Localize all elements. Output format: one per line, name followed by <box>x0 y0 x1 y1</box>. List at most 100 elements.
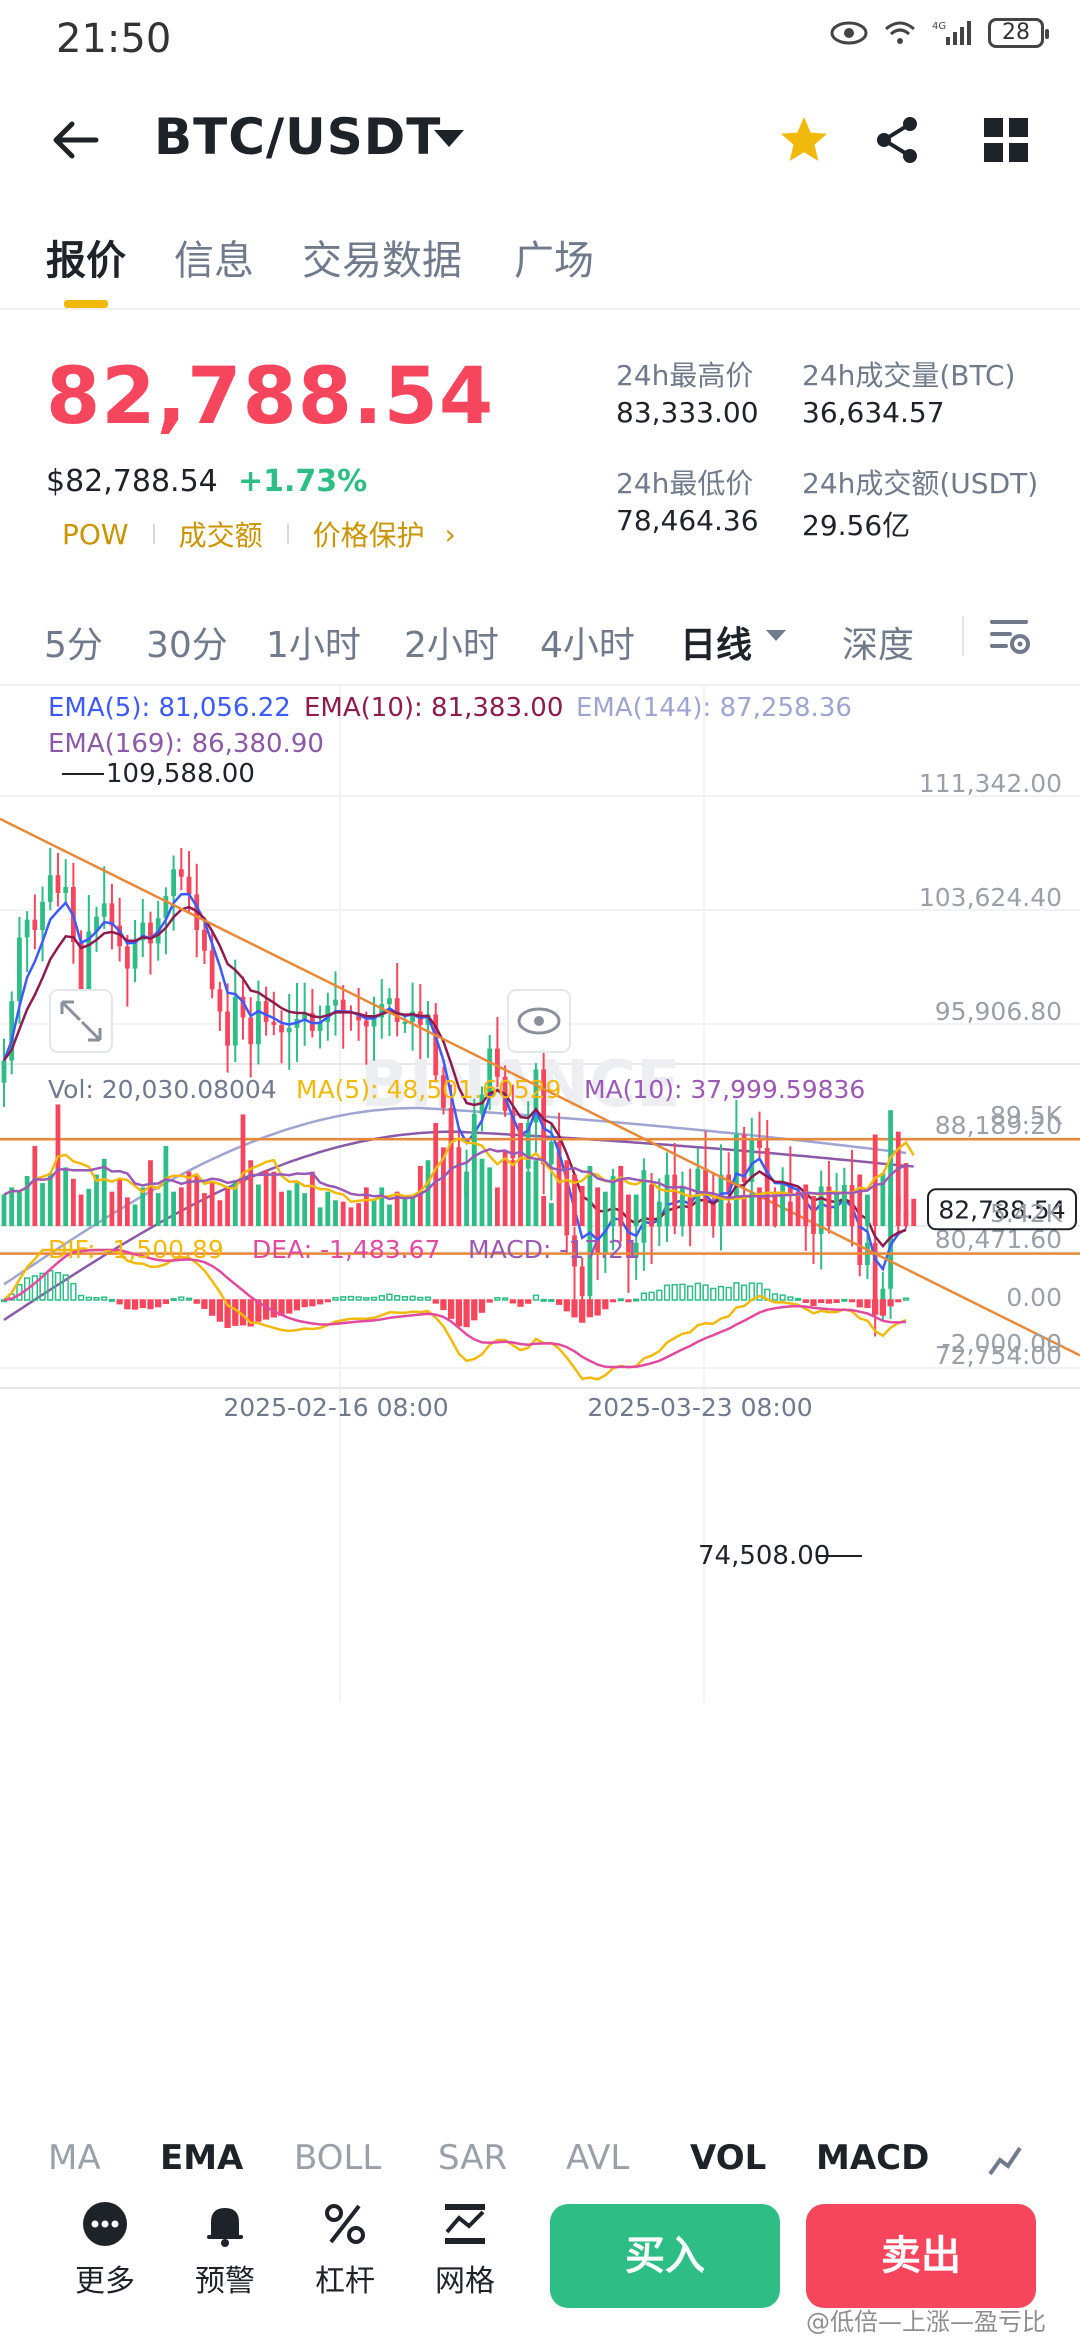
legend-macd: MACD: -17.21 <box>468 1235 640 1264</box>
favorite-button[interactable] <box>776 112 832 168</box>
fullscreen-button[interactable] <box>49 989 113 1053</box>
alert-button[interactable]: 预警 <box>180 2200 270 2300</box>
macd-histogram-bar <box>378 1295 385 1301</box>
kline-chart[interactable]: BINANCE EMA(5): 81,056.22 EMA(10): 81,38… <box>0 686 1080 2126</box>
candle-body <box>240 996 246 1018</box>
chart-settings-button[interactable] <box>986 612 1034 660</box>
volume-bar <box>17 1191 22 1226</box>
volume-axis-min: 5.42K <box>990 1199 1063 1228</box>
indicator-macd[interactable]: MACD <box>816 2138 930 2178</box>
macd-histogram-bar <box>332 1296 339 1301</box>
tag-pow[interactable]: POW <box>62 517 129 551</box>
macd-histogram-bar <box>471 1299 478 1321</box>
macd-histogram-bar <box>255 1299 262 1322</box>
macd-histogram-bar <box>247 1299 254 1327</box>
margin-button[interactable]: 杠杆 <box>300 2200 390 2300</box>
candle-body <box>394 998 400 1022</box>
volume-bar <box>271 1171 277 1226</box>
macd-histogram-bar <box>209 1299 216 1316</box>
volume-bar <box>818 1200 824 1226</box>
grid-trading-button[interactable]: 网格 <box>420 2200 510 2300</box>
watermark-text: @低倍—上涨—盈亏比 <box>806 2308 1046 2336</box>
indicator-avl[interactable]: AVL <box>566 2138 630 2178</box>
volume-bar <box>109 1191 115 1226</box>
interval-2h[interactable]: 2小时 <box>404 625 499 666</box>
macd-histogram-bar <box>262 1299 270 1320</box>
current-price-tag[interactable] <box>927 1188 1077 1231</box>
macd-histogram-bar <box>232 1299 239 1326</box>
volume-bar <box>811 1195 816 1226</box>
share-button[interactable] <box>870 112 926 168</box>
macd-histogram-bar <box>155 1299 162 1308</box>
tab-quote[interactable]: 报价 <box>46 238 126 284</box>
candle-body <box>340 999 346 1012</box>
volume-bar <box>703 1198 708 1226</box>
stat-low-label: 24h最低价 <box>616 467 754 500</box>
candle-body <box>232 996 238 1046</box>
macd-histogram-bar <box>694 1282 701 1301</box>
legend-dea: DEA: -1,483.67 <box>252 1235 440 1264</box>
candle-body <box>186 876 192 895</box>
volume-bar <box>309 1171 315 1226</box>
candle-body <box>587 1222 593 1297</box>
volume-bar <box>649 1184 654 1226</box>
indicator-ema[interactable]: EMA <box>160 2138 244 2178</box>
indicator-ma[interactable]: MA <box>48 2138 101 2178</box>
volume-bar <box>826 1187 832 1226</box>
volume-bar <box>764 1197 770 1226</box>
volume-bar <box>888 1110 893 1226</box>
candle-body <box>325 1005 331 1022</box>
interval-30m[interactable]: 30分 <box>146 625 228 666</box>
macd-histogram-bar <box>201 1299 208 1309</box>
macd-histogram-bar <box>131 1299 139 1310</box>
candle-body <box>749 1139 755 1183</box>
macd-histogram-bar <box>309 1299 316 1307</box>
volume-bar <box>556 1180 562 1226</box>
volume-bar <box>610 1175 616 1226</box>
macd-histogram-bar <box>370 1296 378 1301</box>
candle-body <box>734 1134 739 1193</box>
volume-bar <box>86 1188 92 1226</box>
volume-bar <box>186 1171 192 1226</box>
macd-histogram-bar <box>663 1284 671 1301</box>
indicator-sar[interactable]: SAR <box>438 2138 508 2178</box>
tab-square[interactable]: 广场 <box>514 238 594 284</box>
chevron-right-icon[interactable]: › <box>444 517 456 551</box>
macd-histogram-bar <box>602 1299 609 1310</box>
indicator-settings-icon[interactable] <box>986 2140 1026 2180</box>
date-axis-label: 2025-03-23 08:00 <box>587 1393 812 1422</box>
status-time: 21:50 <box>56 16 172 62</box>
pair-title[interactable]: BTC/USDT <box>154 108 442 166</box>
interval-depth[interactable]: 深度 <box>842 625 915 666</box>
interval-1d[interactable]: 日线 <box>680 625 753 666</box>
macd-histogram-bar <box>355 1296 362 1301</box>
tab-info[interactable]: 信息 <box>174 238 254 284</box>
volume-bar <box>602 1191 608 1226</box>
macd-histogram-bar <box>779 1294 786 1301</box>
macd-histogram-bar <box>440 1299 447 1311</box>
visibility-toggle-button[interactable] <box>507 989 571 1053</box>
macd-histogram-bar <box>85 1296 92 1301</box>
buy-button[interactable]: 买入 <box>550 2204 780 2308</box>
tab-trade-data[interactable]: 交易数据 <box>302 238 462 284</box>
interval-4h[interactable]: 4小时 <box>540 625 635 666</box>
tab-active-indicator <box>64 300 108 308</box>
candle-body <box>148 922 153 944</box>
pair-dropdown-caret-icon[interactable] <box>434 130 464 147</box>
volume-bar <box>787 1201 793 1226</box>
more-button[interactable]: 更多 <box>60 2200 150 2300</box>
interval-5m[interactable]: 5分 <box>44 625 103 666</box>
sell-button[interactable]: 卖出 <box>806 2204 1036 2308</box>
macd-histogram-bar <box>270 1299 277 1318</box>
volume-bar <box>294 1183 300 1226</box>
back-button[interactable] <box>48 112 104 168</box>
volume-bar <box>564 1160 570 1226</box>
interval-caret-icon[interactable] <box>766 630 786 641</box>
grid-menu-button[interactable] <box>978 112 1034 168</box>
interval-1h[interactable]: 1小时 <box>266 625 361 666</box>
indicator-boll[interactable]: BOLL <box>294 2138 382 2178</box>
tag-price-protection[interactable]: 价格保护 <box>312 519 425 552</box>
tag-turnover[interactable]: 成交额 <box>178 519 263 552</box>
indicator-vol[interactable]: VOL <box>690 2138 767 2178</box>
macd-histogram-bar <box>571 1299 578 1318</box>
